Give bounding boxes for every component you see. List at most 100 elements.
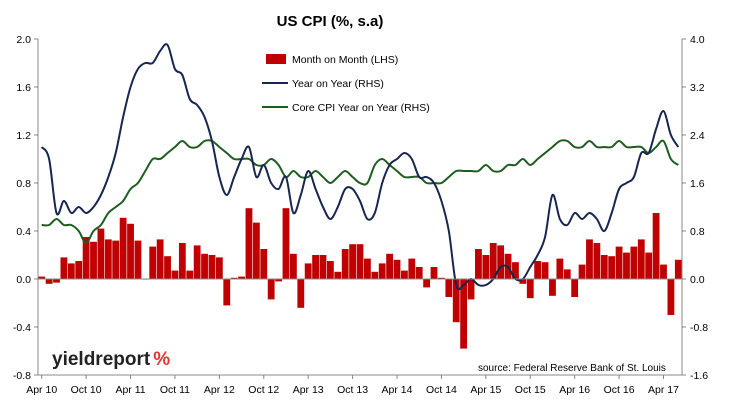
x-tick-label: Apr 14 <box>382 384 413 396</box>
mom-bar <box>82 237 90 279</box>
mom-bar <box>482 255 490 279</box>
mom-bar <box>393 259 401 279</box>
mom-bar <box>186 270 194 279</box>
mom-bar <box>563 269 571 279</box>
chart-title: US CPI (%, s.a) <box>277 13 384 30</box>
x-tick-label: Oct 10 <box>71 384 102 396</box>
mom-bar <box>356 244 364 279</box>
legend-swatch-mom <box>266 54 286 64</box>
mom-bars <box>38 208 682 349</box>
mom-bar <box>67 263 75 279</box>
mom-bar <box>623 252 630 279</box>
legend: Month on Month (LHS) Year on Year (RHS) … <box>262 54 430 114</box>
rhs-tick-label: 1.6 <box>690 178 705 190</box>
core-yoy-line <box>41 139 679 245</box>
mom-bar <box>371 271 379 279</box>
rhs-tick-label: 4.0 <box>690 34 705 46</box>
x-tick-label: Oct 12 <box>248 384 279 396</box>
mom-bar <box>38 276 46 279</box>
x-tick-label: Oct 11 <box>160 384 190 396</box>
x-tick-label: Apr 17 <box>648 384 679 396</box>
mom-bar <box>104 239 112 279</box>
mom-bar <box>60 257 68 279</box>
rhs-tick-label: 0.0 <box>690 274 705 286</box>
mom-bar <box>608 256 616 279</box>
mom-bar <box>178 243 186 279</box>
mom-bar <box>630 246 638 279</box>
mom-bar <box>304 263 312 279</box>
lhs-tick-label: 0.0 <box>16 274 31 286</box>
mom-bar <box>556 258 564 279</box>
mom-bar <box>415 267 423 279</box>
lhs-tick-label: 0.4 <box>16 226 31 238</box>
mom-bar <box>297 279 305 308</box>
legend-label-yoy: Year on Year (RHS) <box>292 78 384 90</box>
mom-bar <box>408 258 416 279</box>
mom-bar <box>201 253 208 279</box>
x-tick-label: Oct 16 <box>604 384 635 396</box>
lhs-tick-label: 1.2 <box>16 130 31 142</box>
mom-bar <box>586 239 593 279</box>
x-tick-label: Apr 12 <box>204 384 235 396</box>
mom-bar <box>134 240 142 279</box>
mom-bar <box>156 239 164 279</box>
mom-bar <box>363 258 371 279</box>
mom-bar <box>386 253 394 279</box>
logo-percent-symbol: % <box>153 349 170 370</box>
rhs-tick-label: 2.4 <box>690 130 705 142</box>
legend-label-mom: Month on Month (LHS) <box>292 54 398 66</box>
mom-bar <box>652 213 660 279</box>
yieldreport-logo: yieldreport% <box>52 349 170 370</box>
mom-bar <box>334 271 342 279</box>
x-tick-label: Apr 13 <box>293 384 324 396</box>
mom-bar <box>615 246 623 279</box>
x-tick-label: Apr 10 <box>26 384 57 396</box>
mom-bar <box>534 261 542 279</box>
mom-bar <box>401 270 408 279</box>
yoy-line <box>40 43 680 291</box>
mom-bar <box>112 240 120 279</box>
mom-bar <box>245 208 253 279</box>
mom-bar <box>90 241 97 279</box>
mom-bar <box>164 256 171 279</box>
lhs-tick-label: -0.8 <box>13 370 31 382</box>
mom-bar <box>489 243 497 279</box>
mom-bar <box>438 277 445 279</box>
x-tick-label: Apr 15 <box>470 384 501 396</box>
mom-bar <box>149 246 157 279</box>
rhs-tick-label: 3.2 <box>690 82 705 94</box>
mom-bar <box>319 255 327 279</box>
mom-bar <box>526 279 534 299</box>
mom-bar <box>119 217 127 279</box>
mom-bar <box>75 261 83 279</box>
mom-bar <box>519 279 527 284</box>
yoy-lines <box>40 43 680 291</box>
mom-bar <box>349 244 357 279</box>
x-tick-label: Apr 16 <box>559 384 590 396</box>
mom-bar <box>282 208 290 279</box>
mom-bar <box>467 279 475 300</box>
mom-bar <box>193 245 201 279</box>
rhs-tick-label: -0.8 <box>690 322 708 334</box>
rhs-tick-label: 0.8 <box>690 226 705 238</box>
lhs-tick-label: 2.0 <box>16 34 31 46</box>
mom-bar <box>674 259 682 279</box>
mom-bar <box>452 279 460 323</box>
logo-wordmark: yieldreport% <box>52 349 170 370</box>
mom-bar <box>223 279 231 306</box>
mom-bar <box>423 279 431 288</box>
mom-bar <box>171 270 179 279</box>
mom-bar <box>97 228 105 279</box>
mom-bar <box>549 279 556 296</box>
mom-bar <box>660 264 667 279</box>
mom-bar <box>512 262 519 279</box>
lhs-tick-label: 1.6 <box>16 82 31 94</box>
mom-bar <box>215 257 223 279</box>
mom-bar <box>578 264 586 279</box>
x-tick-label: Oct 15 <box>515 384 546 396</box>
mom-bar <box>460 279 468 349</box>
mom-bar <box>430 267 438 279</box>
rhs-tick-label: -1.6 <box>690 370 708 382</box>
lhs-tick-label: 0.8 <box>16 178 31 190</box>
